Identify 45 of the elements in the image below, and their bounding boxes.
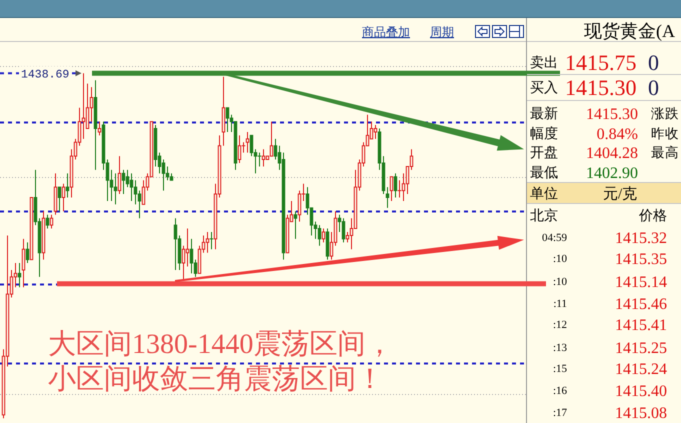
text: 1415.08 bbox=[615, 404, 667, 422]
text: 幅度 bbox=[530, 126, 558, 142]
text: :10 bbox=[552, 252, 568, 265]
text: :16 bbox=[552, 384, 568, 397]
text: 价格 bbox=[638, 208, 667, 224]
text: 周期 bbox=[430, 25, 454, 39]
text: 商品叠加 bbox=[362, 25, 410, 39]
text: 1415.35 bbox=[615, 250, 667, 268]
text: :10 bbox=[552, 276, 568, 288]
text: 最低 bbox=[530, 165, 558, 182]
text: 1415.46 bbox=[615, 296, 667, 313]
annotation: 大区间1380-1440震荡区间， bbox=[48, 329, 394, 360]
text: 最新 bbox=[530, 106, 558, 122]
annotation: 小区间收敛三角震荡区间！ bbox=[48, 364, 384, 395]
text: 1415.25 bbox=[615, 340, 667, 357]
text: 1415.40 bbox=[615, 382, 667, 400]
text: 1415.30 bbox=[586, 106, 638, 123]
text: 1402.90 bbox=[586, 164, 638, 182]
text: 开盘 bbox=[530, 145, 558, 162]
text: 1415.75 bbox=[565, 50, 636, 75]
text: 元/克 bbox=[603, 185, 638, 202]
text: 单位 bbox=[530, 186, 558, 202]
text: 卖出 bbox=[530, 55, 558, 72]
text: 最高 bbox=[651, 144, 679, 160]
annotation: 1438.69 bbox=[21, 68, 70, 82]
text: 昨收 bbox=[651, 126, 679, 141]
text: :11 bbox=[553, 298, 567, 310]
text: :12 bbox=[552, 318, 567, 331]
text: 北京 bbox=[530, 208, 558, 224]
text: :17 bbox=[552, 406, 568, 419]
text: 1415.41 bbox=[615, 316, 667, 334]
text: 买入 bbox=[530, 80, 558, 96]
text: :15 bbox=[552, 362, 568, 375]
text: 0 bbox=[648, 74, 659, 100]
text: :13 bbox=[552, 342, 568, 354]
text: 1415.30 bbox=[565, 74, 636, 100]
text: 0 bbox=[648, 50, 659, 75]
text: 1415.24 bbox=[615, 360, 667, 378]
text: 1404.28 bbox=[586, 144, 638, 162]
text: 现货黄金(A bbox=[584, 21, 675, 41]
text: 1415.14 bbox=[615, 274, 667, 291]
text: 0.84% bbox=[596, 126, 638, 143]
text: 1415.32 bbox=[615, 230, 667, 247]
text: 04:59 bbox=[542, 232, 568, 244]
text: 涨跌 bbox=[651, 106, 679, 121]
